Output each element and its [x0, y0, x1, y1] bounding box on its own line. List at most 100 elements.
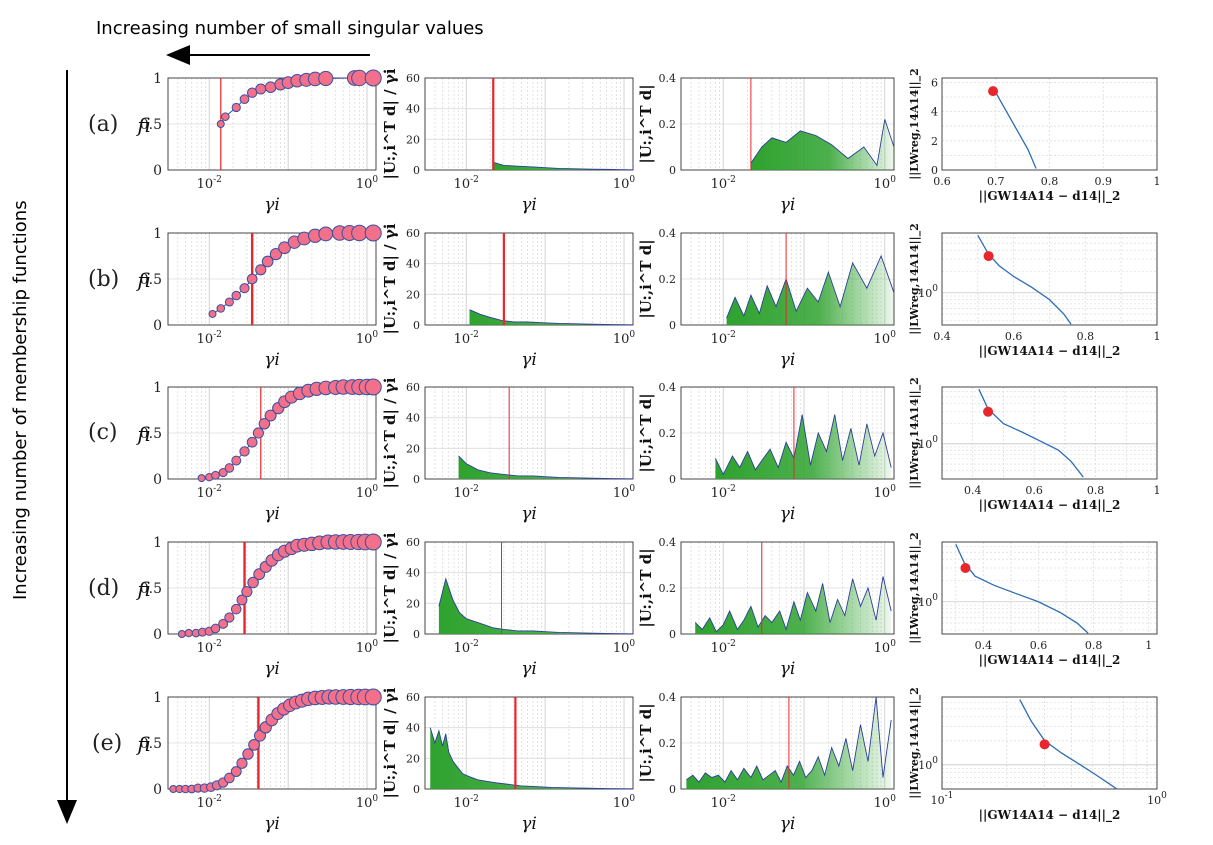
x-axis-label: γi: [521, 195, 537, 215]
x-tick-label: 1: [1154, 330, 1161, 343]
x-tick-label: 0.7: [987, 175, 1005, 188]
corner-point: [960, 563, 971, 574]
x-axis-label: γi: [780, 814, 796, 834]
y-tick-label: 2: [931, 135, 938, 148]
y-tick-label: 0.5: [140, 736, 162, 752]
y-tick-label: 60: [406, 72, 420, 85]
data-point: [239, 94, 250, 105]
x-tick-label: 100: [613, 484, 636, 501]
y-axis-label: |U:,i^T d|: [637, 393, 655, 472]
data-point: [242, 748, 254, 760]
x-tick-label: 100: [1147, 791, 1167, 807]
data-point: [236, 594, 248, 606]
area-fill: [469, 309, 633, 325]
row-label-e: (e): [92, 731, 123, 756]
x-tick-label: 10-2: [454, 330, 479, 347]
area-fill: [686, 697, 892, 789]
x-tick-label: 100: [613, 175, 636, 192]
corner-point: [983, 406, 994, 417]
y-tick-label: 1: [153, 380, 162, 396]
data-point: [264, 409, 277, 422]
data-point: [231, 455, 242, 466]
y-tick-label: 60: [406, 381, 420, 394]
data-point: [236, 757, 248, 769]
y-tick-label: 20: [406, 752, 420, 765]
filter-factor-panel: 0 0.5 1 10-2 100 γi fi: [135, 533, 382, 679]
row-label-b: (b): [88, 267, 120, 292]
y-tick-label: 0.2: [659, 582, 677, 595]
x-tick-label: 1: [1145, 639, 1152, 652]
area-fill: [458, 456, 633, 479]
picard-ratio-panel: 0 20 40 60 10-2 100 γi |U:,i^T d| / γi: [381, 223, 635, 370]
data-point: [264, 81, 277, 93]
y-tick-label: 0: [669, 319, 676, 332]
y-tick-label: 0.2: [659, 273, 677, 286]
x-axis-label: ||GW14A14 − d14||_2: [979, 189, 1121, 204]
x-axis-label: γi: [264, 659, 280, 679]
x-tick-label: 0.4: [964, 484, 982, 497]
y-tick-label: 4: [931, 106, 938, 119]
x-tick-label: 100: [613, 330, 636, 347]
data-point: [258, 418, 271, 430]
picard-coefficient-panel: 0 0.2 0.4 10-2 100 γi |U:,i^T d|: [637, 227, 896, 370]
data-point: [239, 446, 250, 457]
data-point: [239, 283, 250, 294]
x-axis-label: γi: [264, 814, 280, 834]
x-axis-label: γi: [521, 350, 537, 370]
picard-ratio-panel: 0 20 40 60 10-2 100 γi |U:,i^T d| / γi: [381, 377, 635, 524]
coefficient-line: [750, 119, 895, 167]
data-point: [216, 120, 225, 128]
x-tick-label: 10-2: [711, 175, 736, 192]
picard-ratio-panel: 0 20 40 60 10-2 100 γi |U:,i^T d| / γi: [381, 68, 635, 215]
y-tick-label: 0: [669, 783, 676, 796]
y-tick-label: 0: [669, 628, 676, 641]
y-axis-label: fi: [135, 113, 150, 137]
y-tick-label: 0.4: [659, 72, 677, 85]
l-curve-panel: 0.4 0.6 0.8 1 100 ||GW14A14 − d14||_2 ||LWreg,…: [908, 532, 1158, 668]
y-tick-label: 20: [406, 597, 420, 610]
data-point: [197, 474, 206, 483]
x-tick-label: 1: [1154, 175, 1161, 188]
y-tick-label: 1: [153, 690, 162, 706]
y-tick-label: 40: [406, 722, 420, 735]
y-tick-label: 0: [413, 628, 420, 641]
x-axis-label: ||GW14A14 − d14||_2: [979, 344, 1121, 359]
y-axis-label: |U:,i^T d|: [637, 239, 655, 318]
y-axis-label: ||LWreg,14A14||_2: [908, 223, 922, 334]
data-point: [255, 83, 267, 95]
y-tick-label: 40: [406, 567, 420, 580]
l-curve-line: [1019, 699, 1118, 790]
plot-frame: [941, 77, 1158, 171]
x-tick-label: 100: [874, 794, 897, 811]
x-tick-label: 10-2: [197, 484, 222, 501]
corner-point: [983, 251, 994, 262]
y-tick-label: 60: [406, 227, 420, 240]
data-point: [221, 112, 230, 121]
data-point: [247, 576, 259, 589]
data-point: [210, 623, 221, 634]
x-tick-label: 10-2: [454, 175, 479, 192]
x-axis-label: γi: [521, 659, 537, 679]
y-axis-label: |U:,i^T d| / γi: [381, 687, 399, 798]
plot-frame: [941, 386, 1158, 480]
y-tick-label: 0.5: [140, 117, 162, 133]
picard-ratio-panel: 0 20 40 60 10-2 100 γi |U:,i^T d| / γi: [381, 532, 635, 679]
data-point: [218, 618, 229, 629]
data-point: [230, 603, 242, 615]
x-tick-label: 100: [874, 484, 897, 501]
y-tick-label: 0: [931, 164, 938, 177]
x-axis-label: γi: [264, 504, 280, 524]
y-tick-label: 100: [918, 435, 938, 451]
y-axis-label: ||LWreg,14A14||_2: [908, 68, 922, 179]
x-tick-label: 100: [613, 639, 636, 656]
area-fill: [493, 162, 633, 170]
x-tick-label: 100: [356, 330, 379, 347]
x-tick-label: 100: [356, 794, 379, 811]
x-tick-label: 0.6: [1005, 330, 1023, 343]
y-tick-label: 40: [406, 412, 420, 425]
l-curve-panel: 0.4 0.6 0.8 1 100 ||GW14A14 − d14||_2 ||LWreg,…: [908, 377, 1161, 513]
l-curve-line: [977, 234, 1072, 325]
data-point: [216, 304, 226, 313]
x-tick-label: 10-2: [454, 484, 479, 501]
x-tick-label: 10-2: [197, 175, 222, 192]
